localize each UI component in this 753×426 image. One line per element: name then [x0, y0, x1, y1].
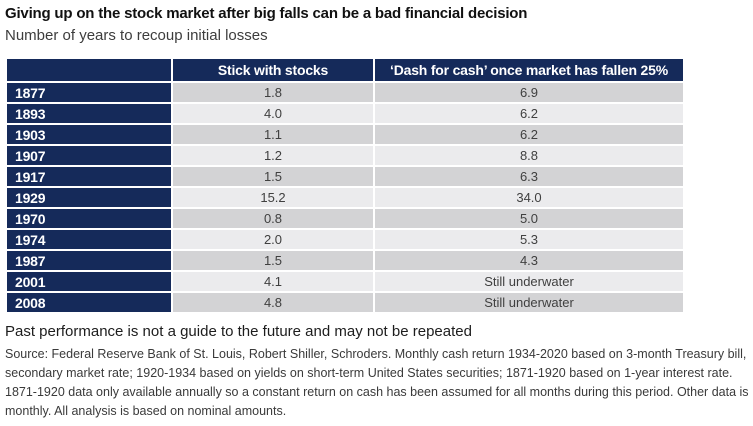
- year-cell: 1877: [5, 81, 173, 104]
- dash-value-cell: 34.0: [373, 186, 685, 209]
- stick-value-cell: 1.5: [171, 165, 375, 188]
- year-cell: 1929: [5, 186, 173, 209]
- source-text: Source: Federal Reserve Bank of St. Loui…: [5, 347, 749, 419]
- stick-value-cell: 1.5: [171, 249, 375, 272]
- stick-value-cell: 2.0: [171, 228, 375, 251]
- dash-value-cell: 6.2: [373, 123, 685, 146]
- year-cell: 1974: [5, 228, 173, 251]
- year-cell: 1903: [5, 123, 173, 146]
- dash-value-cell: 6.9: [373, 81, 685, 104]
- table-row: 1877 1.8 6.9: [5, 81, 685, 104]
- column-header-dash: ‘Dash for cash’ once market has fallen 2…: [373, 57, 685, 83]
- table-row: 1987 1.5 4.3: [5, 249, 685, 272]
- column-header-year: [5, 57, 173, 83]
- dash-value-cell: 8.8: [373, 144, 685, 167]
- year-cell: 1970: [5, 207, 173, 230]
- table-row: 2008 4.8 Still underwater: [5, 291, 685, 314]
- chart-subtitle: Number of years to recoup initial losses: [5, 27, 268, 44]
- recovery-years-table: Stick with stocks ‘Dash for cash’ once m…: [5, 57, 685, 314]
- column-header-stick: Stick with stocks: [171, 57, 375, 83]
- table-row: 2001 4.1 Still underwater: [5, 270, 685, 293]
- year-cell: 1907: [5, 144, 173, 167]
- stick-value-cell: 15.2: [171, 186, 375, 209]
- dash-value-cell: 5.3: [373, 228, 685, 251]
- stick-value-cell: 4.0: [171, 102, 375, 125]
- table-row: 1917 1.5 6.3: [5, 165, 685, 188]
- stick-value-cell: 1.1: [171, 123, 375, 146]
- year-cell: 1893: [5, 102, 173, 125]
- stick-value-cell: 1.2: [171, 144, 375, 167]
- dash-value-cell: Still underwater: [373, 270, 685, 293]
- dash-value-cell: Still underwater: [373, 291, 685, 314]
- dash-value-cell: 4.3: [373, 249, 685, 272]
- table-row: 1970 0.8 5.0: [5, 207, 685, 230]
- year-cell: 2008: [5, 291, 173, 314]
- table-row: 1907 1.2 8.8: [5, 144, 685, 167]
- stick-value-cell: 4.1: [171, 270, 375, 293]
- dash-value-cell: 6.2: [373, 102, 685, 125]
- table-header-row: Stick with stocks ‘Dash for cash’ once m…: [5, 57, 685, 83]
- stick-value-cell: 1.8: [171, 81, 375, 104]
- chart-title: Giving up on the stock market after big …: [5, 5, 528, 22]
- table-row: 1903 1.1 6.2: [5, 123, 685, 146]
- table-row: 1893 4.0 6.2: [5, 102, 685, 125]
- year-cell: 1987: [5, 249, 173, 272]
- year-cell: 1917: [5, 165, 173, 188]
- dash-value-cell: 6.3: [373, 165, 685, 188]
- stick-value-cell: 0.8: [171, 207, 375, 230]
- stick-value-cell: 4.8: [171, 291, 375, 314]
- year-cell: 2001: [5, 270, 173, 293]
- table-row: 1974 2.0 5.3: [5, 228, 685, 251]
- table-row: 1929 15.2 34.0: [5, 186, 685, 209]
- disclaimer-text: Past performance is not a guide to the f…: [5, 323, 472, 340]
- dash-value-cell: 5.0: [373, 207, 685, 230]
